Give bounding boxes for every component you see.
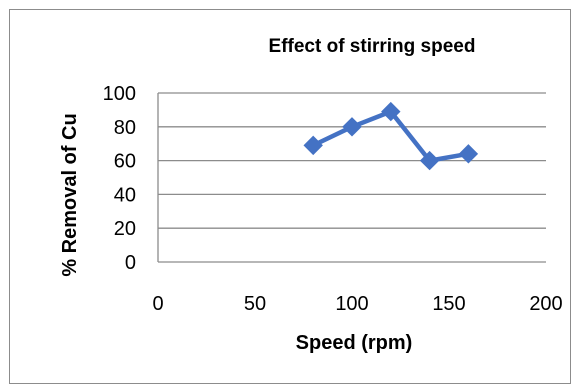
data-point-80 [303, 135, 323, 156]
gridlines [158, 92, 546, 229]
data-point-120 [381, 101, 401, 122]
y-tick-80: 80 [114, 117, 136, 139]
x-tick-200: 200 [529, 293, 562, 315]
y-tick-0: 0 [125, 252, 136, 274]
y-tick-40: 40 [114, 184, 136, 206]
y-tick-labels: 0 20 40 60 80 100 [103, 83, 136, 274]
data-point-160 [458, 144, 479, 164]
data-point-100 [342, 117, 362, 137]
x-axis-title: Speed (rpm) [296, 332, 413, 354]
x-tick-150: 150 [432, 293, 465, 315]
x-tick-50: 50 [244, 293, 266, 315]
data-point-140 [419, 150, 440, 171]
x-tick-labels: 0 50 100 150 200 [152, 293, 562, 315]
y-tick-60: 60 [114, 151, 136, 173]
chart-frame [9, 9, 571, 384]
y-tick-20: 20 [114, 218, 136, 240]
chart-title: Effect of stirring speed [269, 36, 476, 57]
axes [157, 93, 546, 263]
x-tick-100: 100 [335, 293, 368, 315]
series-group [303, 101, 479, 171]
x-tick-0: 0 [152, 293, 163, 315]
y-tick-100: 100 [103, 83, 136, 105]
y-axis-title: % Removal of Cu [59, 113, 81, 276]
